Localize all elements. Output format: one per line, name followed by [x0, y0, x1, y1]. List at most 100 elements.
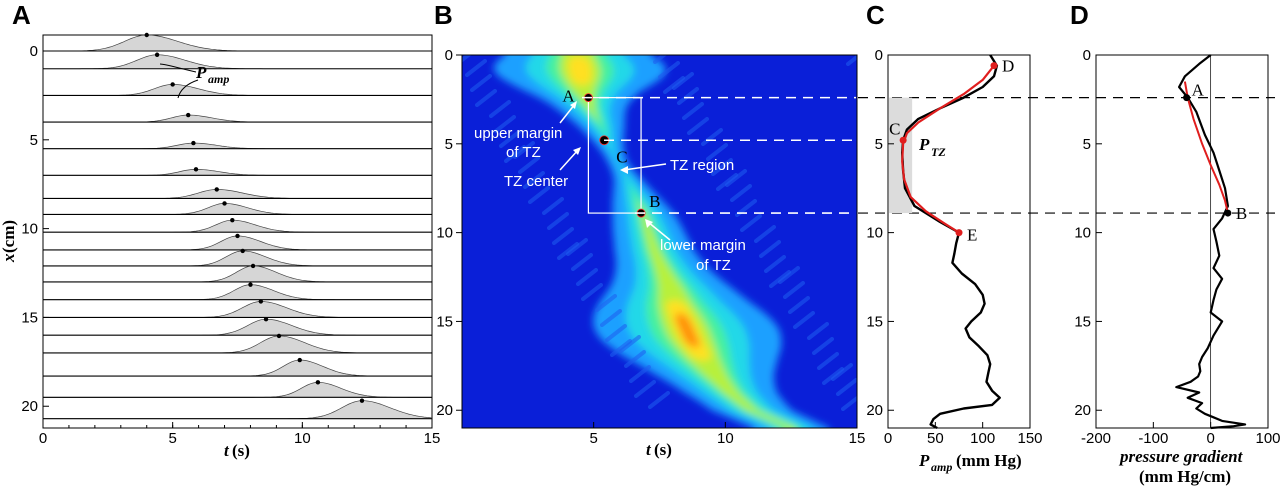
panel-d-ytick-label: 5: [1083, 136, 1091, 153]
heatmap-streak-1: [513, 141, 535, 159]
trace-peak-2: [170, 82, 175, 87]
trace-line-17: [42, 382, 432, 398]
heatmap-streak-56: [663, 76, 685, 94]
trace-line-1: [42, 54, 432, 70]
trace-peak-4: [191, 140, 196, 146]
heatmap-streak-26: [653, 55, 668, 64]
panel-c-point-label-d: D: [1002, 57, 1014, 76]
panel-d-series-1: [1183, 81, 1229, 214]
panel-b-arrowheads: [570, 101, 653, 228]
heatmap-streak-13: [754, 225, 776, 243]
heatmap-streak-24: [547, 212, 569, 230]
panel-c-points: D C E: [889, 57, 1014, 245]
heatmap-streak-11: [648, 391, 670, 409]
panel-label-a: A: [12, 0, 31, 30]
trace-fill-16: [43, 360, 432, 377]
panel-c-xlabel-unit: (mm Hg): [956, 451, 1022, 470]
heatmap-streak-10: [595, 294, 617, 312]
panel-d-xtick-label: -100: [1138, 430, 1168, 447]
heatmap-streak-59: [822, 367, 844, 385]
heatmap-streak-43: [764, 255, 786, 273]
heatmap-streaks: [462, 55, 857, 411]
heatmap-streak-40: [605, 324, 627, 342]
trace-fill-1: [43, 54, 432, 69]
heatmap-streak-49: [687, 117, 709, 135]
panel-a-xtick-label: 15: [424, 430, 441, 447]
ptz-label-base: P: [918, 135, 930, 154]
tz-guide-lines: [858, 97, 1275, 214]
heatmap-streak-8: [489, 100, 511, 118]
panel-a-ylabel: x (cm): [0, 220, 18, 263]
panel-b-heatmap-field: [462, 55, 857, 428]
panel-c-ytick-label: 5: [875, 136, 883, 153]
trace-fill-15: [43, 336, 432, 353]
arrow-upper-margin: [559, 103, 576, 124]
panel-d-xlabel-line2: (mm Hg/cm): [1139, 467, 1231, 486]
trace-fill-14: [43, 319, 432, 336]
heatmap-streak-2: [566, 238, 588, 256]
panel-c-ticks: 0 50 100 150 0 5 10 15 20: [866, 47, 1042, 447]
heatmap-streak-12: [701, 128, 723, 146]
panel-c-ytick-label: 10: [866, 225, 883, 242]
heatmap-streak-9: [542, 197, 564, 215]
trace-line-15: [42, 335, 432, 354]
arrowhead-lower-margin: [645, 219, 653, 228]
heatmap-streak-36: [788, 296, 810, 314]
trace-peak-8: [230, 217, 235, 223]
panel-d-points: AB: [1183, 81, 1247, 223]
panel-c-point-d: [990, 62, 998, 70]
panel-a-pamp-arrow-1: [159, 63, 197, 73]
panel-b-ytick-label: 20: [436, 402, 453, 419]
trace-peak-1: [154, 52, 160, 57]
panel-c-pamp-profile: 0 50 100 150 0 5 10 15 20 D C E P TZ P amp (mm Hg): [866, 47, 1042, 474]
panel-a-ylabel-unit: (cm): [0, 220, 18, 253]
panel-c-ytick-label: 20: [866, 402, 883, 419]
heatmap-streak-29: [812, 337, 834, 355]
panel-label-d: D: [1070, 0, 1089, 30]
panel-d-ytick-label: 0: [1083, 47, 1091, 64]
trace-peak-6: [214, 187, 219, 192]
panel-c-series-0: [901, 54, 1001, 430]
heatmap-streak-45: [475, 89, 497, 107]
tz-guide-lines-white: [582, 96, 856, 214]
panel-a-xtick-label: 10: [294, 430, 311, 447]
trace-peak-15: [276, 333, 282, 339]
trace-line-5: [42, 168, 432, 176]
heatmap-streak-52: [846, 55, 857, 66]
panel-a-ytick-label: 10: [21, 221, 38, 238]
panel-d-xtick-label: -200: [1081, 430, 1111, 447]
panel-d-point-label-a: A: [1192, 81, 1205, 100]
heatmap-streak-38: [499, 130, 521, 148]
trace-fill-12: [43, 284, 432, 300]
panel-a-ticks: 0 5 10 15 0 5 10 15 20: [21, 43, 440, 447]
trace-fill-2: [43, 84, 432, 96]
heatmap-streak-19: [677, 87, 699, 105]
panel-c-point-label-c: C: [889, 119, 900, 138]
annotation-upper-margin-of-tz: of TZ: [506, 144, 541, 161]
heatmap-layer-1: [525, 55, 812, 428]
trace-fill-9: [43, 235, 432, 250]
panel-b-ytick-label: 5: [445, 136, 453, 153]
trace-peak-5: [193, 167, 199, 172]
heatmap-streak-25: [600, 309, 622, 327]
trace-peak-3: [186, 112, 191, 118]
heatmap-streak-4: [672, 72, 694, 90]
panel-d-series-0: [1175, 54, 1247, 430]
panel-d-point-label-b: B: [1236, 204, 1247, 223]
arrow-tz-region: [623, 163, 667, 171]
panel-a-ylabel-var: x: [0, 253, 18, 263]
panel-b-points: A C B: [562, 87, 660, 218]
ptz-label-sub: TZ: [931, 145, 946, 159]
trace-fill-11: [43, 265, 432, 282]
heatmap-streak-6: [778, 266, 800, 284]
annotation-tz-region: TZ region: [670, 157, 734, 174]
heatmap-streak-58: [769, 270, 791, 288]
trace-fill-17: [43, 382, 432, 398]
heatmap-streak-54: [557, 242, 579, 260]
trace-fill-7: [43, 203, 432, 215]
panel-c-xlabel-sub: amp: [931, 460, 952, 474]
panel-a-pamp-arrow-2: [177, 79, 199, 99]
heatmap-streak-15: [465, 59, 487, 77]
arrow-lower-margin: [647, 221, 671, 241]
